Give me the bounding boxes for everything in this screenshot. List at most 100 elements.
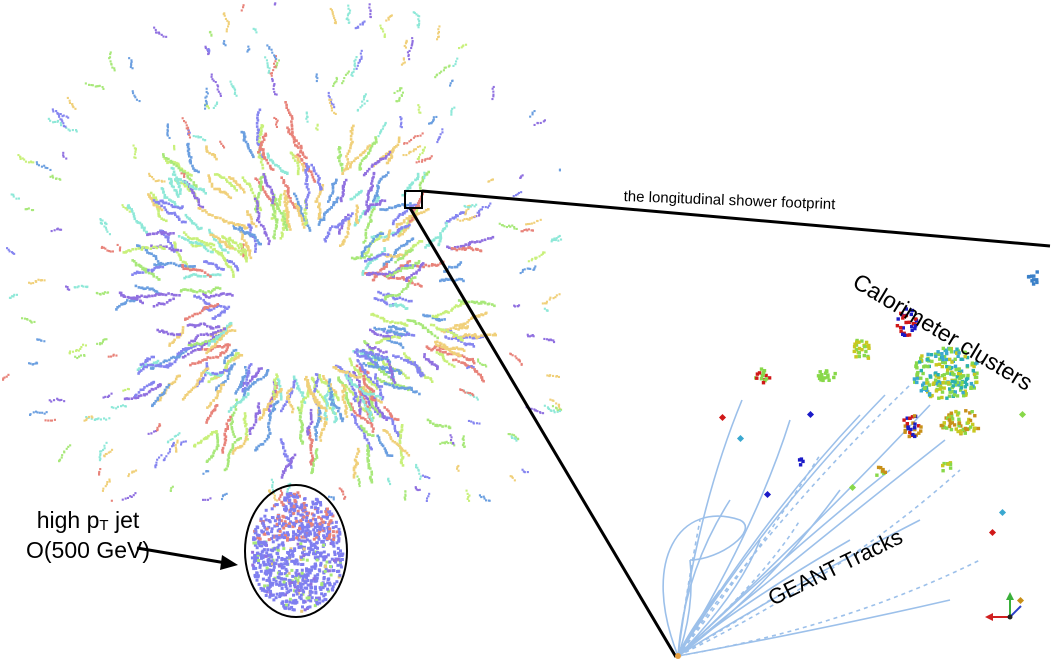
ring-hit [309,422,313,425]
ring-hit [40,339,43,342]
ring-hit [186,174,189,178]
ring-hit [349,144,353,147]
ring-hit [548,407,551,410]
ring-hit [192,167,195,170]
ring-hit [366,397,369,401]
ring-hit [523,229,526,232]
ring-hit [478,422,481,425]
ring-hit [179,289,183,293]
ring-hit [142,393,146,396]
ring-hit [288,393,292,396]
ring-hit [306,379,309,383]
ring-hit [400,121,403,124]
ring-hit [437,32,440,35]
ring-hit [334,21,337,24]
ring-hit [133,153,136,156]
ring-hit [141,266,145,270]
ring-hit [145,365,148,369]
ring-hit [356,447,360,451]
ring-hit [411,43,414,46]
ring-hit [528,222,531,225]
ring-hit [176,177,180,181]
ring-hit [296,153,300,157]
ring-hit [154,430,157,433]
ring-hit [400,244,403,248]
ring-hit [342,394,346,397]
ring-hit [352,410,356,413]
ring-hit [236,183,239,186]
ring-hit [288,111,291,114]
ring-hit [515,357,518,360]
ring-hit [236,446,240,449]
ring-hit [313,398,317,402]
ring-hit [533,408,536,411]
ring-hit [158,383,162,386]
ring-hit [397,387,400,390]
ring-hit [491,178,494,181]
ring-hit [271,204,275,208]
ring-hit [352,473,356,477]
ring-hit [147,432,150,435]
ring-hit [158,330,161,333]
ring-hit [41,411,44,414]
ring-hit [291,201,294,205]
ring-hit [362,430,366,433]
ring-hit [367,386,371,390]
ring-hit [199,342,203,346]
ring-hit [254,247,257,251]
ring-hit [179,189,182,193]
ring-hit [153,263,156,266]
ring-hit [112,354,115,357]
ring-hit [221,248,224,251]
ring-hit [148,172,151,175]
ring-hit [482,300,485,304]
ring-hit [219,216,222,220]
ring-hit [233,357,237,360]
ring-hit [201,290,205,293]
ring-hit [266,195,269,198]
ring-hit [425,499,428,502]
ring-hit [183,173,186,176]
ring-hit [297,167,300,170]
ring-hit [319,190,322,194]
ring-hit [552,297,555,300]
ring-hit [176,206,180,209]
ring-hit [149,367,153,370]
ring-hit [386,454,389,457]
ring-hit [446,352,449,356]
ring-hit [272,492,275,495]
ring-hit [356,475,359,478]
ring-hit [287,130,290,134]
ring-hit [407,279,411,283]
ring-hit [456,245,460,249]
ring-hit [452,333,456,337]
ring-hit [460,354,464,357]
ring-hit [289,197,292,200]
ring-hit [206,273,210,277]
ring-hit [244,395,248,399]
ring-hit [427,495,430,498]
ring-hit [551,238,554,241]
ring-hit [328,96,331,99]
ring-hit [215,434,219,437]
ring-hit [354,411,357,415]
ring-hit [144,248,148,252]
ring-hit [335,406,339,409]
ring-hit [369,378,372,382]
ring-hit [227,21,230,24]
ring-hit [348,357,352,361]
ring-hit [322,396,325,400]
ring-hit [448,265,451,269]
ring-hit [306,427,309,430]
ring-hit [386,161,390,165]
ring-hit [181,331,185,334]
ring-hit [323,399,327,403]
ring-hit [462,244,466,248]
ring-hit [407,376,410,380]
ring-hit [418,199,421,203]
ring-hit [424,159,427,162]
ring-hit [240,354,244,357]
ring-hit [254,418,258,421]
ring-hit [363,372,367,375]
ring-hit [371,398,374,402]
